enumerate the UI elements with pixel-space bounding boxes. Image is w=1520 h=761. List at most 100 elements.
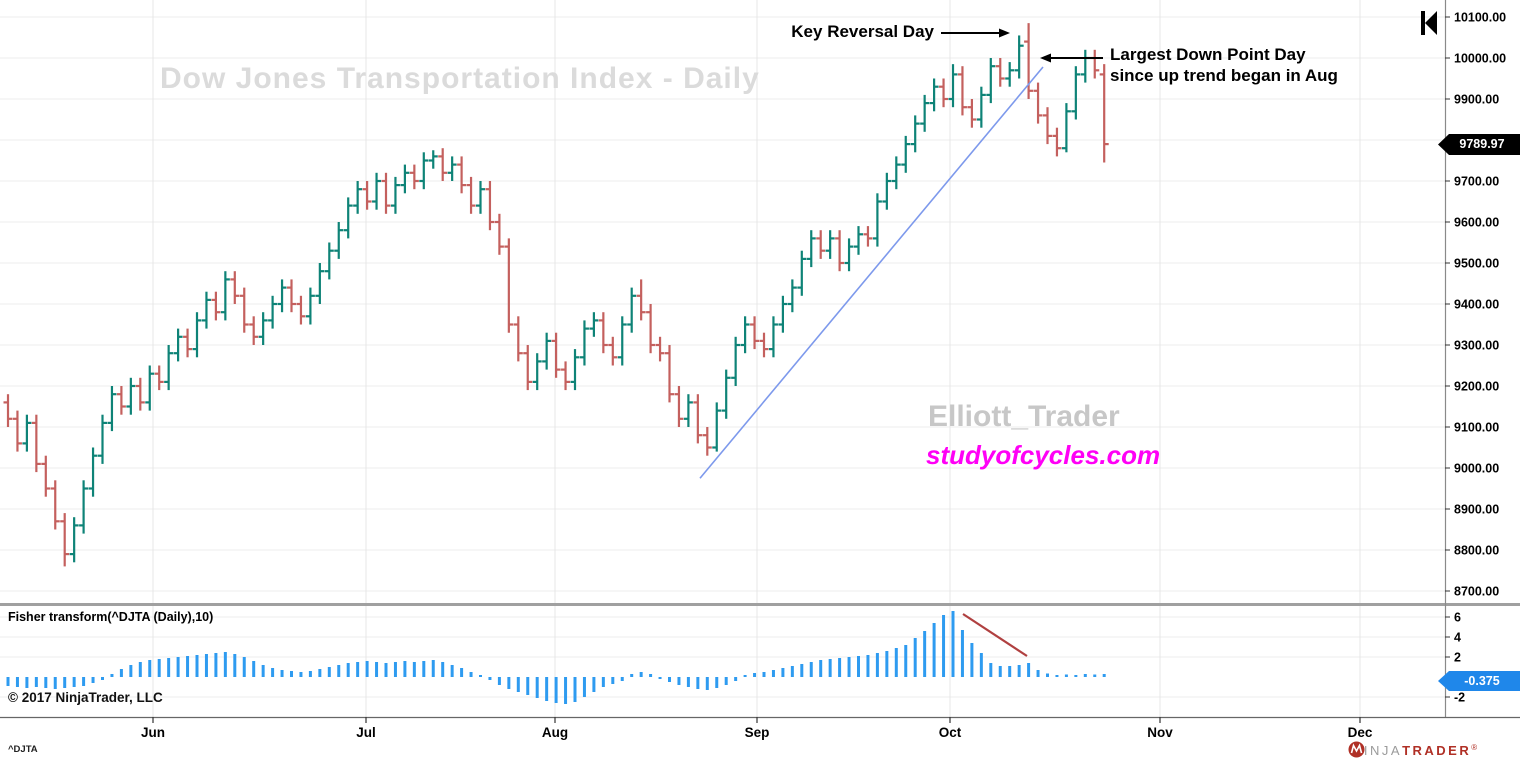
- fisher-bar: [223, 652, 227, 677]
- fisher-bar: [875, 653, 879, 677]
- fisher-bar: [923, 631, 927, 677]
- fisher-bar: [1027, 663, 1031, 677]
- price-tick-label: 10100.00: [1454, 11, 1506, 25]
- fisher-bar: [573, 677, 577, 702]
- fisher-bar: [129, 665, 133, 677]
- month-label: Oct: [939, 725, 962, 740]
- fisher-bar: [847, 657, 851, 677]
- price-tick-label: 9300.00: [1454, 339, 1499, 353]
- month-label: Sep: [745, 725, 770, 740]
- fisher-bar: [677, 677, 681, 685]
- fisher-tick-label: 4: [1454, 631, 1461, 645]
- fisher-bar: [441, 662, 445, 677]
- copyright-text: © 2017 NinjaTrader, LLC: [8, 690, 163, 705]
- fisher-bar: [885, 651, 889, 677]
- fisher-bar: [894, 648, 898, 677]
- brand-text-trader: TRADER: [1402, 742, 1472, 758]
- fisher-bar: [838, 658, 842, 677]
- fisher-bar: [318, 669, 322, 677]
- fisher-bar: [1064, 674, 1068, 677]
- fisher-bar: [951, 611, 955, 677]
- fisher-bar: [25, 677, 29, 688]
- indicator-label: Fisher transform(^DJTA (Daily),10): [8, 610, 214, 624]
- fisher-bar: [431, 660, 435, 677]
- fisher-bar: [460, 668, 464, 677]
- fisher-bar: [214, 653, 218, 677]
- fisher-bar: [535, 677, 539, 698]
- fisher-bar: [705, 677, 709, 690]
- fisher-bar: [138, 662, 142, 677]
- fisher-bar: [34, 677, 38, 687]
- symbol-tab[interactable]: ^DJTA: [8, 744, 38, 755]
- month-label: Aug: [542, 725, 568, 740]
- fisher-bar: [998, 666, 1002, 677]
- fisher-bar: [252, 661, 256, 677]
- fisher-bar: [82, 677, 86, 686]
- last-price-badge: 9789.97: [1438, 134, 1520, 155]
- fisher-bar: [686, 677, 690, 687]
- fisher-bar: [668, 677, 671, 682]
- trader-id-watermark: Elliott_Trader: [928, 400, 1120, 433]
- price-tick-label: 9500.00: [1454, 257, 1499, 271]
- fisher-current-value: -0.375: [1464, 674, 1500, 688]
- fisher-tick-label: 2: [1454, 651, 1461, 665]
- fisher-bar: [157, 659, 161, 677]
- price-tick-label: 9200.00: [1454, 380, 1499, 394]
- uptrend-line: [699, 66, 1044, 479]
- fisher-value-badge: -0.375: [1438, 671, 1520, 691]
- fisher-bar: [989, 663, 993, 677]
- fisher-bar: [942, 615, 946, 677]
- fisher-bar: [970, 643, 974, 677]
- fisher-bar: [1055, 675, 1059, 677]
- fisher-bar: [290, 671, 293, 677]
- fisher-bar: [403, 661, 407, 677]
- go-to-end-button[interactable]: [1418, 8, 1442, 38]
- month-label: Jun: [141, 725, 165, 740]
- price-tick-label: 9000.00: [1454, 462, 1499, 476]
- month-label: Dec: [1348, 725, 1373, 740]
- fisher-bar: [734, 677, 738, 681]
- fisher-bar: [1036, 670, 1040, 677]
- fisher-bar: [110, 674, 114, 677]
- fisher-bar: [545, 677, 549, 701]
- key-reversal-annotation: Key Reversal Day: [791, 22, 934, 41]
- fisher-bar: [620, 677, 624, 681]
- last-price-value: 9789.97: [1459, 137, 1505, 151]
- fisher-bar: [337, 665, 341, 677]
- fisher-bar: [271, 668, 275, 677]
- fisher-bar: [393, 662, 397, 677]
- fisher-bar: [753, 673, 757, 677]
- fisher-bar: [375, 662, 379, 677]
- brand-text-ninja: NINJA: [1352, 742, 1403, 758]
- fisher-bar: [1083, 674, 1087, 677]
- price-tick-label: 8900.00: [1454, 503, 1499, 517]
- fisher-bar: [715, 677, 719, 688]
- price-tick-label: 9100.00: [1454, 421, 1499, 435]
- fisher-tick-label: 6: [1454, 611, 1461, 625]
- fisher-bar: [630, 674, 634, 677]
- fisher-bar: [44, 677, 48, 688]
- fisher-bar: [904, 645, 908, 677]
- fisher-bar: [762, 672, 766, 677]
- fisher-bar: [1008, 666, 1012, 677]
- fisher-bar: [101, 677, 104, 680]
- fisher-bar: [507, 677, 511, 689]
- fisher-bar: [186, 656, 190, 677]
- fisher-bar: [960, 630, 964, 677]
- fisher-bar: [384, 663, 388, 677]
- month-label: Jul: [356, 725, 376, 740]
- fisher-bar: [119, 669, 123, 677]
- fisher-bar: [800, 664, 804, 677]
- fisher-bar: [658, 677, 662, 679]
- fisher-bar: [828, 659, 832, 677]
- fisher-bar: [1046, 673, 1049, 677]
- fisher-bar: [1074, 675, 1078, 677]
- fisher-bar: [356, 662, 360, 677]
- fisher-bar: [148, 660, 152, 677]
- fisher-bar: [479, 675, 482, 677]
- fisher-bar: [412, 662, 416, 677]
- fisher-bar: [167, 658, 171, 677]
- fisher-bar: [819, 660, 823, 677]
- fisher-bar: [6, 677, 10, 686]
